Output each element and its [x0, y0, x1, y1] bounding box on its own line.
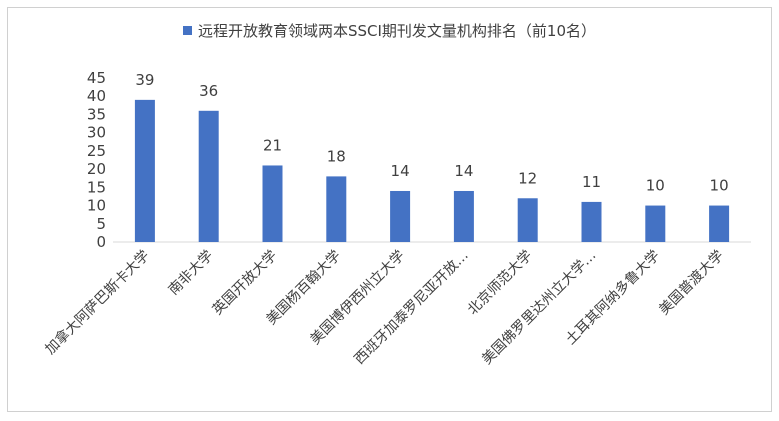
y-tick-label: 0 — [96, 233, 106, 251]
bar — [581, 201, 602, 242]
legend-label: 远程开放教育领域两本SSCI期刊发文量机构排名（前10名） — [197, 22, 597, 40]
data-label: 14 — [391, 162, 410, 180]
x-axis: 加拿大阿萨巴斯卡大学 南非大学英国开放大学美国杨百翰大学美国博伊西州立大学西班牙加… — [42, 247, 727, 368]
data-label: 21 — [263, 136, 282, 154]
bar — [453, 190, 474, 242]
y-tick-label: 20 — [87, 160, 106, 178]
bar — [517, 198, 538, 242]
data-label: 10 — [710, 177, 729, 195]
category-label: 南非大学 — [166, 248, 217, 299]
category-label: 美国佛罗里达州立大学… — [479, 248, 599, 368]
bar — [645, 205, 666, 242]
category-label: 西班牙加泰罗尼亚开放… — [352, 248, 472, 368]
bar — [198, 110, 219, 242]
y-tick-label: 25 — [87, 142, 106, 160]
data-label: 18 — [327, 147, 346, 165]
category-label: 美国普渡大学 — [656, 248, 727, 319]
data-label: 14 — [454, 162, 473, 180]
y-tick-label: 15 — [87, 178, 106, 196]
data-label: 11 — [582, 173, 601, 191]
category-label: 加拿大阿萨巴斯卡大学 — [42, 247, 153, 358]
legend-swatch — [182, 26, 192, 35]
bar — [326, 176, 347, 242]
data-label: 36 — [199, 82, 218, 100]
y-tick-label: 10 — [87, 197, 106, 215]
bars — [134, 99, 730, 242]
chart-frame — [7, 7, 772, 412]
y-tick-label: 45 — [87, 69, 106, 87]
bar — [262, 165, 283, 242]
legend: 远程开放教育领域两本SSCI期刊发文量机构排名（前10名） — [0, 20, 779, 41]
category-label: 英国开放大学 — [209, 247, 280, 318]
data-label: 10 — [646, 177, 665, 195]
bar — [709, 205, 730, 242]
bar — [390, 190, 411, 242]
category-label: 北京师范大学 — [464, 247, 535, 318]
y-tick-label: 5 — [96, 215, 106, 233]
y-tick-label: 35 — [87, 105, 106, 123]
y-tick-label: 30 — [87, 124, 106, 142]
bar — [134, 99, 155, 242]
data-labels: 39 36 21 18 14 14 12 11 10 10 — [135, 71, 728, 195]
data-label: 39 — [135, 71, 154, 89]
data-label: 12 — [518, 169, 537, 187]
y-tick-label: 40 — [87, 87, 106, 105]
